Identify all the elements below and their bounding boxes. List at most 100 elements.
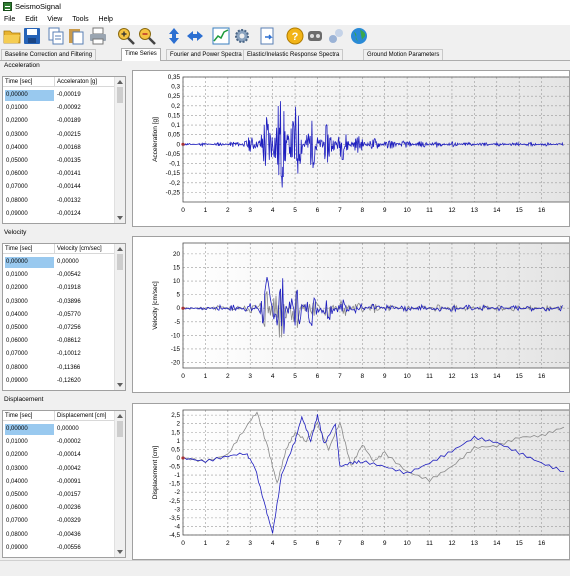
value-cell[interactable]: -0,01918 [57, 285, 81, 292]
time-cell[interactable]: 0,07000 [6, 184, 28, 191]
table-row[interactable]: 0,02000 -0,00014 [3, 450, 116, 461]
tab-time-series[interactable]: Time Series [121, 48, 161, 61]
time-cell[interactable]: 0,06000 [6, 505, 28, 512]
table-row[interactable]: 0,06000 -0,08612 [3, 336, 116, 347]
table-row[interactable]: 0,04000 -0,00091 [3, 477, 116, 488]
value-cell[interactable]: -0,00144 [57, 184, 81, 191]
time-cell[interactable]: 0,06000 [6, 171, 28, 178]
table-row[interactable]: 0,06000 -0,00141 [3, 169, 116, 180]
table-row[interactable]: 0,09000 -0,12620 [3, 376, 116, 387]
value-cell[interactable]: -0,00215 [57, 131, 81, 138]
time-cell[interactable]: 0,02000 [6, 452, 28, 459]
displacement-table[interactable]: Time [sec] Displacement [cm] 0,00000 0,0000… [2, 410, 126, 558]
table-row[interactable]: 0,08000 -0,00436 [3, 530, 116, 541]
table-row[interactable]: 0,09000 -0,00556 [3, 543, 116, 554]
table-row[interactable]: 0,02000 -0,00189 [3, 116, 116, 127]
acceleration-table[interactable]: Time [sec] Acceleraton [g] 0,00000 -0,00019… [2, 76, 126, 224]
value-cell[interactable]: -0,00019 [57, 92, 81, 98]
scroll-up-icon[interactable] [117, 80, 123, 84]
value-cell[interactable]: -0,00141 [57, 171, 81, 178]
chart-icon[interactable] [212, 27, 230, 45]
scroll-thumb[interactable] [117, 87, 123, 103]
table-row[interactable]: 0,08000 -0,00132 [3, 196, 116, 207]
tab-fourier-power[interactable]: Fourier and Power Spectra [166, 49, 246, 60]
scroll-up-icon[interactable] [117, 414, 123, 418]
tab-baseline-correction[interactable]: Baseline Correction and Filtering [1, 49, 97, 60]
value-cell[interactable]: 0,00000 [57, 426, 79, 432]
column-header-value[interactable]: Acceleraton [g] [55, 77, 116, 87]
globe-icon[interactable] [350, 27, 368, 45]
pencil-icon[interactable] [327, 27, 345, 45]
value-cell[interactable]: -0,00157 [57, 492, 81, 498]
value-cell[interactable]: -0,00189 [57, 118, 81, 125]
table-row[interactable]: 0,04000 -0,05770 [3, 310, 116, 321]
value-cell[interactable]: -0,03896 [57, 298, 81, 305]
time-cell[interactable]: 0,04000 [6, 311, 28, 318]
value-cell[interactable]: -0,00168 [57, 144, 81, 151]
value-cell[interactable]: -0,00436 [57, 531, 81, 538]
time-cell[interactable]: 0,03000 [6, 131, 28, 138]
velocity-chart[interactable]: 0 1 2 3 4 5 6 7 8 9 10 11 12 13 14 15 16 20 15 10 5 0 -5 -10 -15… [132, 236, 570, 393]
time-cell[interactable]: 0,00000 [5, 90, 54, 101]
table-row[interactable]: 0,05000 -0,00157 [3, 490, 116, 501]
menu-tools[interactable]: Tools [72, 16, 89, 23]
table-row[interactable]: 0,03000 -0,00042 [3, 464, 116, 475]
table-row[interactable]: 0,03000 -0,03896 [3, 297, 116, 308]
value-cell[interactable]: -0,00124 [57, 210, 81, 217]
time-cell[interactable]: 0,07000 [6, 351, 28, 358]
menu-file[interactable]: File [4, 16, 16, 23]
vertical-scrollbar[interactable] [114, 77, 125, 223]
time-cell[interactable]: 0,08000 [6, 364, 28, 371]
time-cell[interactable]: 0,02000 [6, 285, 28, 292]
tab-response-spectra[interactable]: Elastic/Inelastic Response Spectra [243, 49, 344, 60]
horizontal-arrows-icon[interactable] [186, 27, 204, 45]
table-row[interactable]: 0,00000 -0,00019 [3, 90, 116, 101]
time-cell[interactable]: 0,05000 [6, 158, 28, 164]
table-row[interactable]: 0,03000 -0,00215 [3, 130, 116, 141]
value-cell[interactable]: -0,00132 [57, 197, 81, 204]
scroll-down-icon[interactable] [117, 550, 123, 554]
time-cell[interactable]: 0,04000 [6, 478, 28, 485]
time-cell[interactable]: 0,03000 [6, 465, 28, 472]
vertical-scrollbar[interactable] [114, 411, 125, 557]
value-cell[interactable]: -0,00091 [57, 478, 81, 485]
acceleration-chart[interactable]: 0 1 2 3 4 5 6 7 8 9 10 11 12 13 14 15 16 0,35 0,3 0,25 0,2 0,… [132, 70, 570, 227]
time-cell[interactable]: 0,01000 [6, 272, 28, 279]
scroll-down-icon[interactable] [117, 216, 123, 220]
time-cell[interactable]: 0,09000 [6, 544, 28, 551]
time-cell[interactable]: 0,01000 [6, 439, 28, 446]
value-cell[interactable]: -0,00092 [57, 105, 81, 112]
table-row[interactable]: 0,09000 -0,00124 [3, 209, 116, 220]
column-header-time[interactable]: Time [sec] [3, 77, 55, 87]
paste-icon[interactable] [67, 27, 85, 45]
time-cell[interactable]: 0,05000 [6, 492, 28, 498]
copy-icon[interactable] [47, 27, 65, 45]
value-cell[interactable]: -0,08612 [57, 338, 81, 345]
save-icon[interactable] [23, 27, 41, 45]
menu-view[interactable]: View [47, 16, 63, 23]
value-cell[interactable]: -0,00002 [57, 439, 81, 446]
time-cell[interactable]: 0,06000 [6, 338, 28, 345]
table-row[interactable]: 0,01000 -0,00092 [3, 103, 116, 114]
zoom-in-icon[interactable] [117, 27, 135, 45]
displacement-chart[interactable]: 0 1 2 3 4 5 6 7 8 9 10 11 12 13 14 15 16 2,5 2 1,5 1 0,5 0 -0,5… [132, 403, 570, 560]
zoom-out-icon[interactable] [138, 27, 156, 45]
menu-help[interactable]: Help [98, 16, 113, 23]
scroll-thumb[interactable] [117, 421, 123, 437]
table-row[interactable]: 0,05000 -0,00135 [3, 156, 116, 167]
value-cell[interactable]: -0,00556 [57, 544, 81, 551]
vertical-scrollbar[interactable] [114, 244, 125, 390]
value-cell[interactable]: -0,12620 [57, 377, 81, 384]
time-cell[interactable]: 0,05000 [6, 325, 28, 331]
time-cell[interactable]: 0,00000 [5, 257, 54, 268]
print-icon[interactable] [89, 27, 107, 45]
tab-ground-motion[interactable]: Ground Motion Parameters [363, 49, 444, 60]
table-row[interactable]: 0,00000 0,00000 [3, 257, 116, 268]
time-cell[interactable]: 0,03000 [6, 298, 28, 305]
value-cell[interactable]: -0,00236 [57, 505, 81, 512]
scroll-up-icon[interactable] [117, 247, 123, 251]
value-cell[interactable]: -0,00042 [57, 465, 81, 472]
scroll-down-icon[interactable] [117, 383, 123, 387]
value-cell[interactable]: -0,11366 [57, 364, 81, 371]
time-cell[interactable]: 0,08000 [6, 197, 28, 204]
